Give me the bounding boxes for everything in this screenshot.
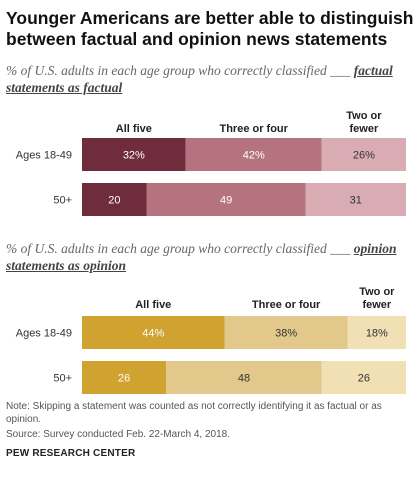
data-label: 32%: [123, 150, 145, 162]
chart-subtitle-factual: % of U.S. adults in each age group who c…: [6, 62, 414, 96]
subtitle-emphasis: factual statements as factual: [6, 63, 393, 95]
bar-segment: [82, 361, 167, 394]
bar-segment: [321, 361, 406, 394]
legend-all-five: All five: [116, 123, 152, 135]
bar-segment: [82, 183, 147, 216]
data-label: 26: [358, 373, 370, 385]
legend-three-or-four: Three or four: [219, 123, 288, 135]
legend-two-or-fewer: Two or: [346, 110, 382, 122]
data-label: 44%: [142, 328, 164, 340]
bar-segment: [321, 138, 406, 171]
legend-three-or-four: Three or four: [252, 299, 321, 311]
chart-title: Younger Americans are better able to dis…: [6, 8, 414, 49]
subtitle-lead: % of U.S. adults in each age group who c…: [6, 241, 351, 256]
publisher-name: PEW RESEARCH CENTER: [6, 448, 136, 459]
bar-segment: [82, 316, 225, 349]
data-label: 38%: [275, 328, 297, 340]
bar-segment: [146, 183, 306, 216]
legend-two-or-fewer: fewer: [350, 123, 379, 135]
legend-two-or-fewer: fewer: [362, 299, 391, 311]
data-label: 49: [220, 195, 232, 207]
bar-segment: [305, 183, 406, 216]
data-label: 26: [118, 373, 130, 385]
chart-note: Note: Skipping a statement was counted a…: [6, 401, 382, 425]
data-label: 18%: [366, 328, 388, 340]
subtitle-lead: % of U.S. adults in each age group who c…: [6, 63, 351, 78]
data-label: 48: [238, 373, 250, 385]
chart-source: Source: Survey conducted Feb. 22-March 4…: [6, 429, 231, 440]
bar-segment: [185, 138, 322, 171]
category-label: Ages 18-49: [16, 328, 72, 340]
bar-segment: [166, 361, 322, 394]
data-label: 31: [350, 195, 362, 207]
category-label: Ages 18-49: [16, 150, 72, 162]
bar-segment: [224, 316, 348, 349]
category-label: 50+: [53, 195, 72, 207]
category-label: 50+: [53, 373, 72, 385]
bar-segment: [82, 138, 186, 171]
data-label: 42%: [243, 150, 265, 162]
legend-all-five: All five: [135, 299, 171, 311]
data-label: 20: [108, 195, 120, 207]
legend-two-or-fewer: Two or: [359, 286, 395, 298]
bar-segment: [347, 316, 406, 349]
subtitle-emphasis: opinion statements as opinion: [6, 241, 397, 273]
chart-subtitle-opinion: % of U.S. adults in each age group who c…: [6, 240, 414, 274]
data-label: 26%: [353, 150, 375, 162]
